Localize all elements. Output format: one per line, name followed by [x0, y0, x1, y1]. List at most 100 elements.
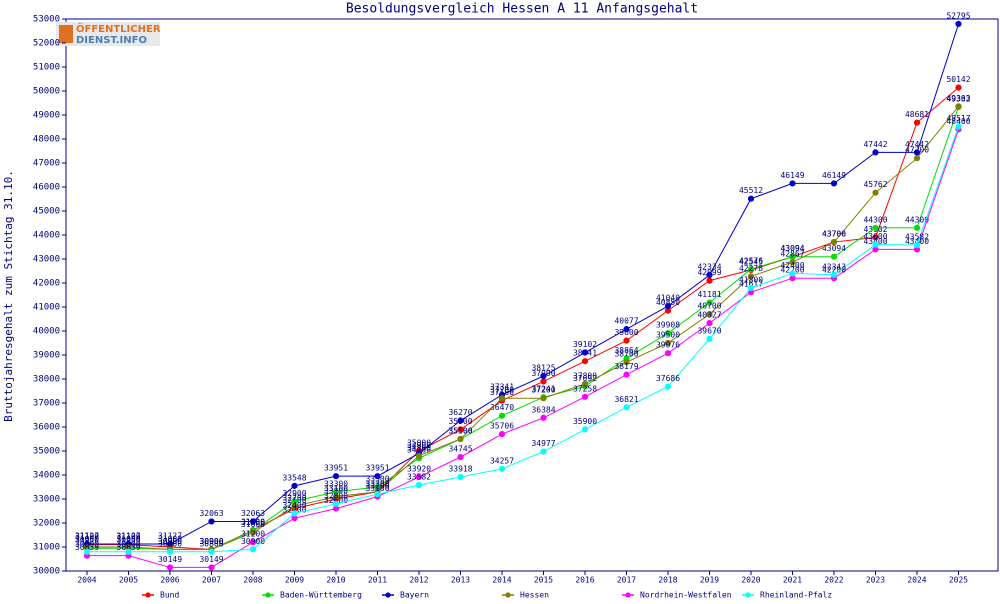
data-point [374, 491, 381, 498]
legend-label: Bayern [400, 591, 429, 600]
data-label: 44300 [905, 215, 929, 224]
legend-marker [145, 592, 151, 598]
data-label: 40077 [614, 317, 638, 326]
data-point [457, 417, 464, 424]
data-label: 43700 [822, 230, 846, 239]
data-point [249, 518, 257, 525]
data-label: 33300 [365, 479, 389, 488]
data-point [581, 380, 589, 387]
data-label: 38125 [531, 364, 555, 373]
data-label: 31127 [158, 531, 182, 540]
data-label: 32700 [282, 494, 306, 503]
series-line [87, 23, 959, 545]
data-label: 33918 [448, 464, 472, 473]
logo-text: ÖFFENTLICHER [76, 21, 161, 35]
data-label: 37258 [573, 384, 597, 393]
data-label: 34700 [407, 446, 431, 455]
x-tick-label: 2018 [658, 576, 677, 585]
data-point [747, 273, 755, 280]
x-tick-label: 2007 [202, 576, 221, 585]
data-label: 32600 [324, 496, 348, 505]
y-tick-label: 42000 [33, 279, 60, 289]
data-label: 38179 [614, 362, 638, 371]
data-point [872, 149, 879, 156]
data-label: 37241 [531, 385, 555, 394]
y-tick-label: 39000 [33, 351, 60, 361]
data-label: 31100 [116, 532, 140, 541]
y-tick-label: 48000 [33, 135, 60, 145]
data-label: 32900 [282, 489, 306, 498]
data-point [706, 271, 713, 279]
data-point [913, 119, 921, 126]
data-point [208, 518, 215, 525]
data-point [747, 284, 755, 291]
data-point [872, 189, 879, 196]
data-label: 38864 [614, 346, 638, 355]
legend-marker [505, 592, 511, 598]
data-point [498, 395, 506, 402]
x-tick-label: 2005 [119, 576, 138, 585]
data-point [457, 426, 464, 433]
data-point [374, 473, 381, 480]
data-point [415, 481, 423, 489]
x-tick-label: 2022 [824, 576, 843, 585]
data-label: 47200 [905, 146, 929, 155]
data-label: 32063 [199, 509, 223, 518]
legend-marker [265, 592, 271, 598]
data-label: 43706 [822, 230, 846, 239]
data-label: 49363 [946, 94, 970, 103]
data-label: 35900 [573, 417, 597, 426]
y-tick-label: 36000 [33, 423, 60, 433]
data-label: 39076 [656, 341, 680, 350]
data-label: 46149 [780, 171, 804, 180]
data-label: 30149 [199, 555, 223, 564]
data-label: 47442 [863, 140, 887, 149]
data-label: 30900 [199, 537, 223, 546]
y-tick-label: 35000 [33, 447, 60, 457]
data-label: 42200 [780, 266, 804, 275]
data-point [955, 123, 962, 130]
y-tick-label: 38000 [33, 375, 60, 385]
data-point [623, 359, 630, 366]
data-point [913, 241, 921, 249]
data-point [208, 564, 215, 571]
data-label: 31000 [116, 535, 140, 544]
legend-marker [745, 592, 751, 598]
data-point [872, 241, 879, 248]
data-point [291, 482, 298, 489]
data-point [498, 430, 506, 438]
data-label: 36821 [614, 395, 638, 404]
data-label: 33200 [365, 482, 389, 491]
data-point [581, 358, 589, 365]
data-label: 42200 [822, 266, 846, 275]
x-tick-label: 2023 [866, 576, 885, 585]
data-label: 31000 [158, 535, 182, 544]
data-point [913, 224, 921, 231]
logo: ÖFFENTLICHER DIENST.INFO [56, 21, 161, 46]
data-point [125, 548, 132, 555]
data-label: 52795 [946, 11, 970, 20]
data-label: 39600 [614, 328, 638, 337]
data-label: 30950 [116, 536, 140, 545]
data-point [457, 435, 464, 443]
data-label: 34900 [407, 441, 431, 450]
series-line [87, 106, 959, 550]
x-tick-label: 2008 [243, 576, 262, 585]
x-tick-label: 2019 [700, 576, 719, 585]
data-label: 48400 [946, 117, 970, 126]
y-tick-label: 50000 [33, 87, 60, 97]
y-tick-label: 30000 [33, 567, 60, 577]
logo-text: DIENST.INFO [76, 35, 147, 46]
x-tick-label: 2020 [741, 576, 760, 585]
data-point [249, 539, 257, 546]
data-label: 34977 [531, 439, 555, 448]
data-point [166, 548, 174, 555]
data-label: 38700 [614, 350, 638, 359]
x-tick-label: 2021 [783, 576, 802, 585]
x-tick-label: 2015 [534, 576, 553, 585]
x-tick-label: 2016 [575, 576, 594, 585]
data-label: 44300 [863, 215, 887, 224]
data-label: 45512 [739, 186, 763, 195]
